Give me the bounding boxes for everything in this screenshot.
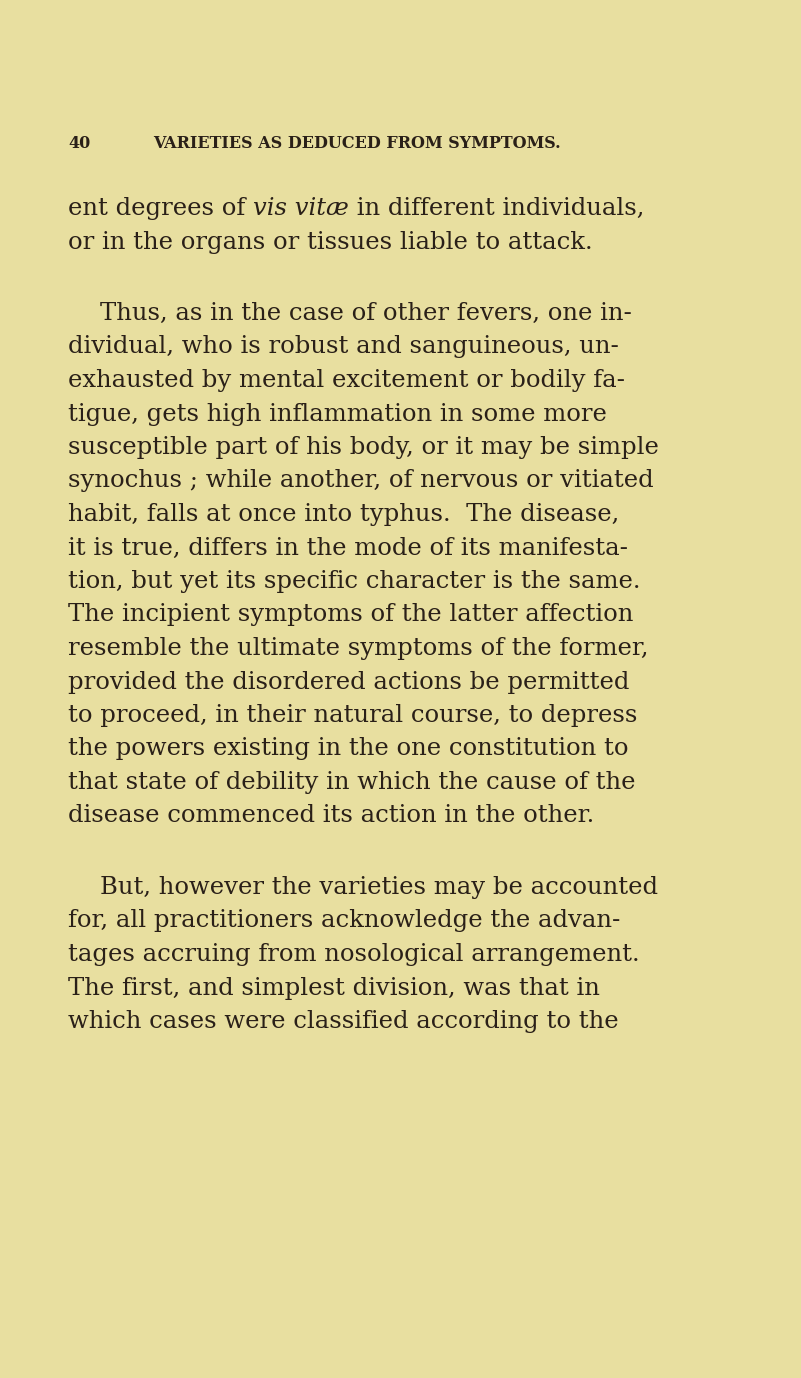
Text: exhausted by mental excitement or bodily fa-: exhausted by mental excitement or bodily… xyxy=(68,369,625,391)
Text: habit, falls at once into typhus.  The disease,: habit, falls at once into typhus. The di… xyxy=(68,503,619,526)
Text: that state of debility in which the cause of the: that state of debility in which the caus… xyxy=(68,772,635,794)
Text: Thus, as in the case of other fevers, one in-: Thus, as in the case of other fevers, on… xyxy=(100,302,632,325)
Text: or in the organs or tissues liable to attack.: or in the organs or tissues liable to at… xyxy=(68,230,593,254)
Text: vis vitæ: vis vitæ xyxy=(253,197,348,220)
Text: which cases were classified according to the: which cases were classified according to… xyxy=(68,1010,618,1034)
Text: But, however the varieties may be accounted: But, however the varieties may be accoun… xyxy=(100,876,658,898)
Text: disease commenced its action in the other.: disease commenced its action in the othe… xyxy=(68,805,594,828)
Text: susceptible part of his body, or it may be simple: susceptible part of his body, or it may … xyxy=(68,435,659,459)
Text: for, all practitioners acknowledge the advan-: for, all practitioners acknowledge the a… xyxy=(68,909,621,933)
Text: tigue, gets high inflammation in some more: tigue, gets high inflammation in some mo… xyxy=(68,402,607,426)
Text: the powers existing in the one constitution to: the powers existing in the one constitut… xyxy=(68,737,629,761)
Text: dividual, who is robust and sanguineous, un-: dividual, who is robust and sanguineous,… xyxy=(68,335,619,358)
Text: in different individuals,: in different individuals, xyxy=(348,197,644,220)
Text: provided the disordered actions be permitted: provided the disordered actions be permi… xyxy=(68,671,630,693)
Text: to proceed, in their natural course, to depress: to proceed, in their natural course, to … xyxy=(68,704,638,728)
Text: tages accruing from nosological arrangement.: tages accruing from nosological arrangem… xyxy=(68,943,640,966)
Text: synochus ; while another, of nervous or vitiated: synochus ; while another, of nervous or … xyxy=(68,470,654,492)
Text: VARIETIES AS DEDUCED FROM SYMPTOMS.: VARIETIES AS DEDUCED FROM SYMPTOMS. xyxy=(153,135,561,152)
Text: The first, and simplest division, was that in: The first, and simplest division, was th… xyxy=(68,977,600,999)
Text: 40: 40 xyxy=(68,135,91,152)
Text: tion, but yet its specific character is the same.: tion, but yet its specific character is … xyxy=(68,570,641,593)
Text: ent degrees of: ent degrees of xyxy=(68,197,253,220)
Text: resemble the ultimate symptoms of the former,: resemble the ultimate symptoms of the fo… xyxy=(68,637,649,660)
Text: The incipient symptoms of the latter affection: The incipient symptoms of the latter aff… xyxy=(68,604,634,627)
Text: it is true, differs in the mode of its manifesta-: it is true, differs in the mode of its m… xyxy=(68,536,628,559)
